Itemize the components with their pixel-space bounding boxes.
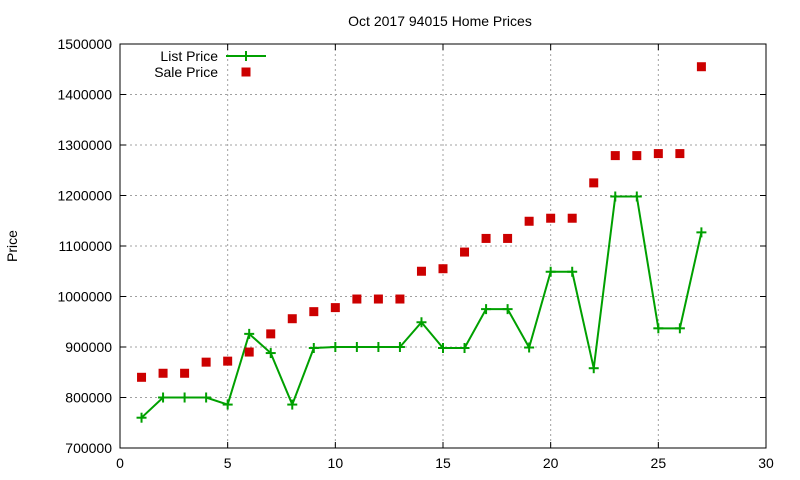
square-marker (330, 303, 340, 313)
x-tick-label: 10 (328, 455, 344, 471)
axis-ticks: 0 5 10 15 20 25 30 700000 800000 900000 1000000 110… (57, 36, 774, 471)
square-marker (201, 357, 211, 367)
y-tick-label: 1500000 (57, 36, 112, 52)
y-tick-label: 1200000 (57, 188, 112, 204)
square-marker (180, 368, 190, 378)
square-marker (287, 314, 297, 324)
y-tick-label: 1000000 (57, 289, 112, 305)
square-marker (503, 233, 513, 243)
square-marker (416, 266, 426, 276)
series-sale-price (137, 62, 706, 382)
grid-lines (120, 44, 766, 448)
square-marker (610, 151, 620, 161)
square-marker (158, 368, 168, 378)
y-axis-label: Price (4, 230, 20, 262)
square-marker (481, 233, 491, 243)
y-tick-label: 800000 (65, 390, 112, 406)
square-marker (266, 329, 276, 339)
y-tick-label: 1100000 (59, 238, 113, 254)
legend-item: Sale Price (154, 64, 251, 80)
x-tick-label: 30 (758, 455, 774, 471)
y-tick-label: 700000 (65, 440, 112, 456)
x-tick-label: 20 (543, 455, 559, 471)
square-marker (589, 178, 599, 188)
square-marker (696, 62, 706, 72)
plot-frame (119, 43, 767, 449)
square-marker (653, 149, 663, 159)
x-tick-label: 0 (116, 455, 124, 471)
x-tick-label: 15 (435, 455, 451, 471)
square-marker (223, 356, 233, 366)
square-marker (567, 213, 577, 223)
square-marker (524, 216, 534, 226)
square-marker (460, 247, 470, 257)
square-marker (244, 347, 254, 357)
x-tick-label: 5 (224, 455, 232, 471)
square-marker (675, 149, 685, 159)
square-marker (309, 307, 319, 317)
square-marker (546, 213, 556, 223)
legend-item: List Price (160, 48, 266, 64)
legend-label: Sale Price (154, 64, 218, 80)
square-marker (438, 264, 448, 274)
chart-title: Oct 2017 94015 Home Prices (348, 13, 532, 29)
legend-label: List Price (160, 48, 218, 64)
square-marker (137, 372, 147, 382)
x-tick-label: 25 (651, 455, 667, 471)
series-list-price (136, 191, 707, 423)
y-tick-label: 1300000 (57, 137, 112, 153)
square-marker (241, 67, 251, 77)
series-line (140, 195, 703, 419)
square-marker (373, 294, 383, 304)
square-marker (352, 294, 362, 304)
square-marker (395, 294, 405, 304)
data-series (136, 62, 707, 423)
square-marker (632, 151, 642, 161)
y-tick-label: 1400000 (57, 87, 112, 103)
y-tick-label: 900000 (65, 339, 112, 355)
